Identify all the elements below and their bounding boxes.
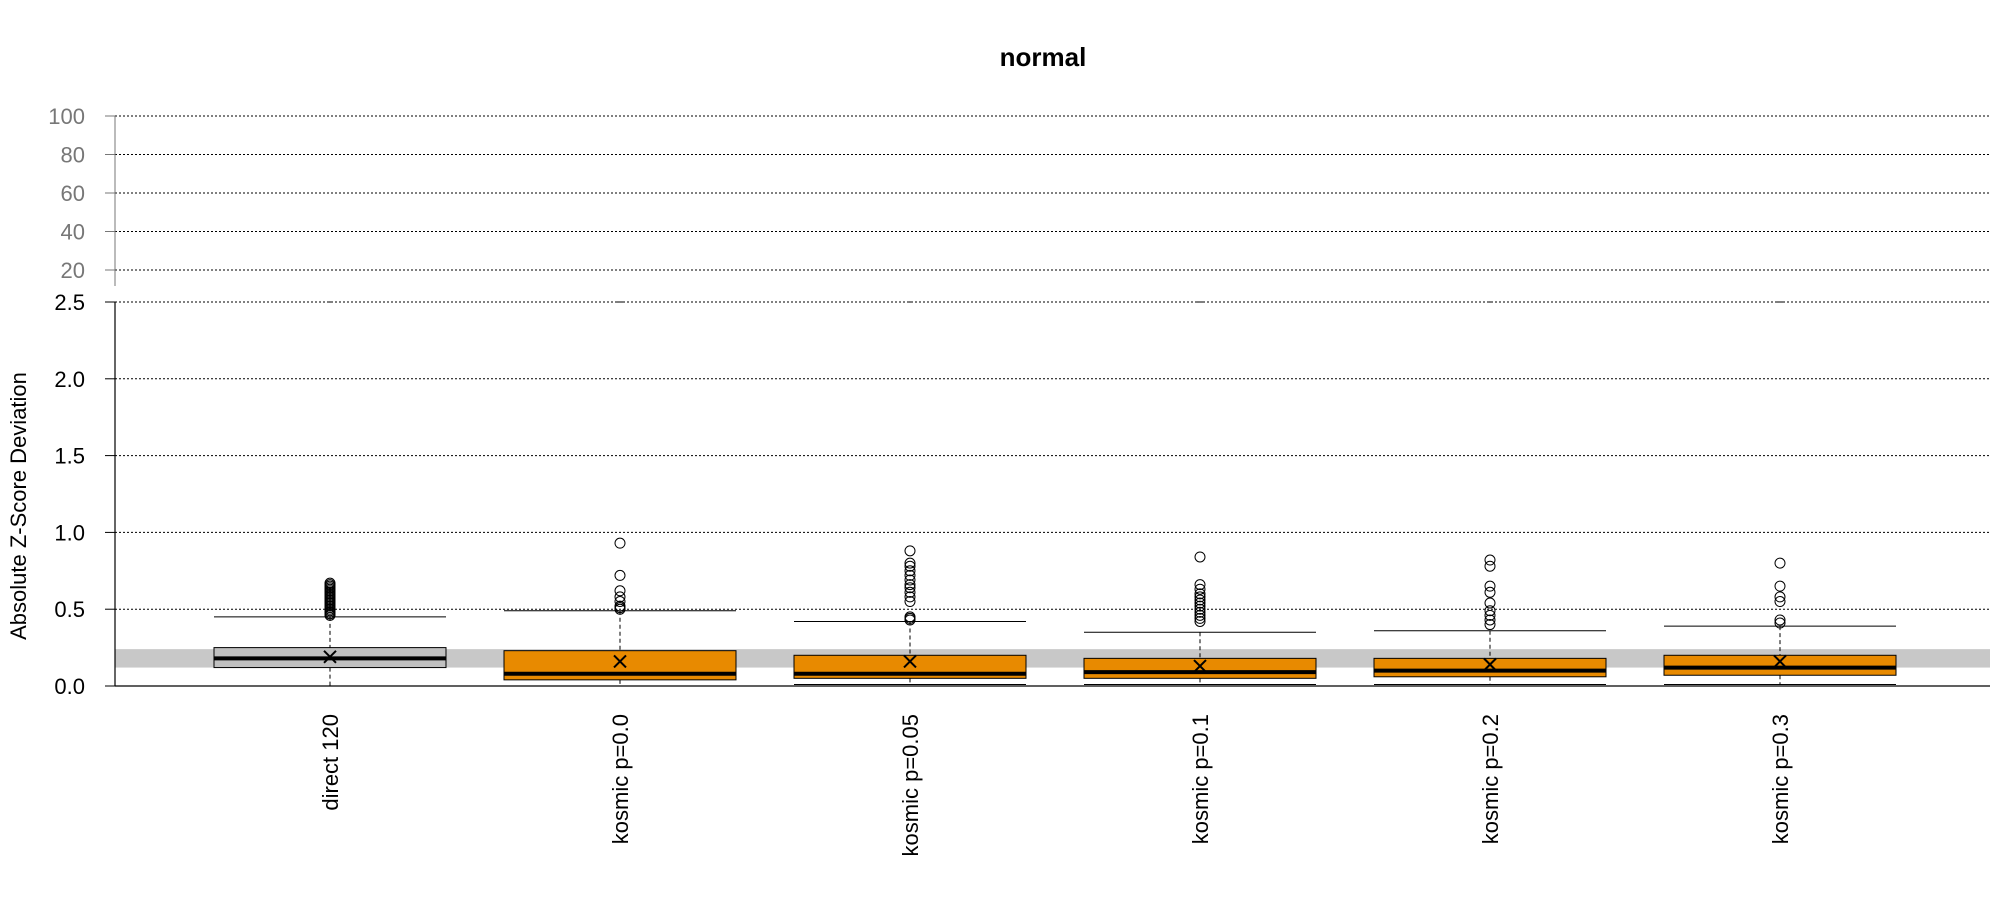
outlier-point [1774,580,1786,592]
outlier-point [614,537,626,549]
outlier-point [1194,612,1206,624]
outlier-point [904,586,916,598]
outlier-point [904,579,916,591]
outlier-point [1194,597,1206,609]
outlier-point [614,591,626,603]
category-label: direct 120 [318,714,343,811]
main-tick-label: 0.0 [54,674,85,699]
category-label: kosmic p=0.0 [608,714,633,844]
outlier-point [1774,617,1786,629]
outlier-point [1484,554,1496,566]
main-tick-label: 1.5 [54,444,85,469]
main-tick-label: 2.5 [54,290,85,315]
category-label: kosmic p=0.1 [1188,714,1213,844]
chart-title: normal [1000,42,1087,72]
mean-marker [613,654,627,669]
outlier-point [1774,557,1786,569]
outlier-point [904,557,916,569]
box-group-1 [213,301,447,687]
outlier-point [1774,591,1786,603]
outlier-point [1484,619,1496,631]
outlier-point [904,574,916,586]
outlier-point [1194,594,1206,606]
y-axis-label: Absolute Z-Score Deviation [6,372,31,640]
main-tick-label: 2.0 [54,367,85,392]
outlier-point [324,577,336,589]
box-iqr [1373,657,1607,678]
outlier-point [1484,605,1496,617]
box-iqr [1663,654,1897,676]
box-group-6 [1663,301,1897,685]
box-group-3 [793,301,1027,685]
outlier-point [904,560,916,572]
mean-marker [1483,657,1497,672]
box-group-2 [503,301,737,687]
outlier-point [1484,614,1496,626]
mean-marker [903,654,917,669]
category-label: kosmic p=0.2 [1478,714,1503,844]
outlier-point [1484,609,1496,621]
outlier-point [904,582,916,594]
outlier-point [1194,551,1206,563]
outlier-point [904,611,916,623]
top-tick-label: 60 [61,181,85,206]
outlier-point [1484,580,1496,592]
outlier-point [1194,579,1206,591]
top-tick-label: 40 [61,220,85,245]
outlier-point [1194,588,1206,600]
outlier-point [614,600,626,612]
outlier-point [1194,583,1206,595]
category-label: kosmic p=0.05 [898,714,923,856]
category-label: kosmic p=0.3 [1768,714,1793,844]
outlier-point [1774,596,1786,608]
outlier-point [614,585,626,597]
mean-marker [1773,654,1787,669]
outlier-point [1194,606,1206,618]
outlier-point [904,545,916,557]
outlier-point [1484,586,1496,598]
outlier-point [1194,615,1206,627]
outlier-point [1194,603,1206,615]
box-group-4 [1083,301,1317,685]
box-iqr [1083,657,1317,679]
outlier-point [904,591,916,603]
main-tick-label: 1.0 [54,520,85,545]
top-tick-label: 100 [48,104,85,129]
outlier-point [1484,560,1496,572]
outlier-point [1774,614,1786,626]
top-tick-label: 20 [61,258,85,283]
box-group-5 [1373,301,1607,685]
outlier-point [904,565,916,577]
top-tick-label: 80 [61,143,85,168]
outlier-point [1194,600,1206,612]
outlier-point [904,569,916,581]
outlier-point [1484,597,1496,609]
outlier-point [614,569,626,581]
mean-marker [1193,659,1207,673]
outlier-point [1194,609,1206,621]
mean-marker [323,650,337,664]
main-tick-label: 0.5 [54,597,85,622]
outlier-point [614,596,626,608]
outlier-point [904,596,916,608]
outlier-point [1194,591,1206,603]
